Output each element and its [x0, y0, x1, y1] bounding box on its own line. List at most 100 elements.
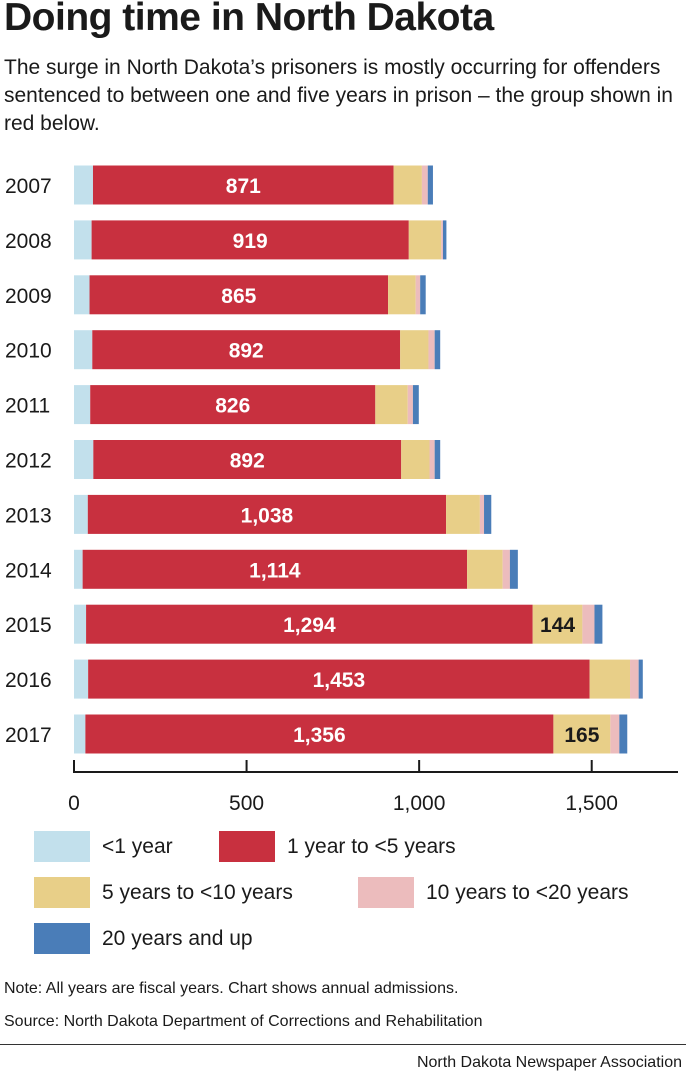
bar-segment	[582, 604, 595, 644]
bar-segment	[74, 714, 86, 754]
year-label: 2013	[5, 504, 52, 527]
bar-segment	[630, 659, 639, 699]
bar-segment	[74, 440, 94, 479]
bar-segment	[74, 549, 83, 589]
bar-segment	[434, 330, 441, 370]
legend-item-5-to-10-years: 5 years to <10 years	[34, 877, 293, 908]
x-tick-label: 1,500	[565, 792, 618, 815]
x-tick-label: 1,000	[393, 792, 446, 815]
year-label: 2008	[5, 230, 52, 253]
legend-item-10-to-20-years: 10 years to <20 years	[358, 877, 629, 908]
data-label: 919	[233, 230, 268, 253]
data-label: 871	[226, 175, 261, 198]
year-label: 2015	[5, 614, 52, 637]
bar-segment	[553, 714, 611, 754]
bar-segment	[532, 604, 583, 644]
bar-segment	[401, 440, 430, 479]
legend-label: 20 years and up	[102, 926, 253, 950]
bar-segment	[400, 330, 429, 370]
bar-segment	[509, 549, 518, 589]
legend-label: 1 year to <5 years	[287, 834, 456, 858]
year-label: 2007	[5, 175, 52, 198]
data-label: 144	[540, 614, 575, 637]
year-label: 2010	[5, 340, 52, 363]
bar-segment	[90, 385, 376, 425]
chart-source: Source: North Dakota Department of Corre…	[4, 1013, 483, 1030]
bar-segment	[429, 440, 435, 479]
year-label: 2009	[5, 285, 52, 308]
bar-segment	[408, 220, 442, 260]
data-label: 826	[215, 395, 250, 418]
bar-segment	[388, 275, 416, 315]
bar-segment	[619, 714, 628, 754]
bar-segment	[74, 385, 91, 425]
bar-segment	[427, 165, 433, 205]
bar-segment	[92, 330, 401, 370]
x-tick-label: 500	[229, 792, 264, 815]
bar-segment	[467, 549, 503, 589]
bar-segment	[82, 549, 468, 589]
data-label: 1,038	[241, 504, 294, 527]
bar-segment	[479, 494, 485, 534]
bar-segment	[87, 494, 447, 534]
x-tick-label: 0	[68, 792, 80, 815]
legend-label: 10 years to <20 years	[426, 880, 629, 904]
legend-swatch	[34, 923, 90, 954]
legend-item-20-years-and-up: 20 years and up	[34, 923, 253, 954]
year-label: 2016	[5, 669, 52, 692]
year-label: 2012	[5, 450, 52, 473]
data-label: 1,356	[293, 724, 346, 747]
bar-segment	[434, 440, 441, 479]
bar-segment	[74, 275, 90, 315]
bar-segment	[484, 494, 492, 534]
bar-segment	[74, 330, 93, 370]
bar-segment	[420, 275, 426, 315]
data-label: 1,294	[283, 614, 336, 637]
bar-segment	[74, 659, 89, 699]
year-label: 2011	[5, 395, 50, 418]
bar-segment	[421, 165, 428, 205]
bar-segment	[85, 714, 554, 754]
bar-segment	[74, 494, 88, 534]
data-label: 892	[230, 450, 265, 473]
legend-swatch	[219, 831, 275, 862]
chart-credit: North Dakota Newspaper Association	[416, 1054, 682, 1071]
bar-segment	[442, 220, 447, 260]
bar-segment	[407, 385, 413, 425]
bar-segment	[638, 659, 643, 699]
bar-segment	[375, 385, 408, 425]
data-label: 165	[564, 724, 599, 747]
bar-segment	[91, 220, 409, 260]
year-label: 2014	[5, 559, 52, 582]
bar-segment	[74, 220, 92, 260]
chart-title: Doing time in North Dakota	[4, 0, 494, 39]
legend-swatch	[358, 877, 414, 908]
bar-segment	[86, 604, 533, 644]
divider	[0, 1044, 686, 1045]
bar-segment	[594, 604, 603, 644]
legend-label: 5 years to <10 years	[102, 880, 293, 904]
bar-segment	[502, 549, 510, 589]
bar-segment	[89, 275, 389, 315]
legend-label: <1 year	[102, 834, 173, 858]
data-label: 865	[221, 285, 256, 308]
bar-segment	[610, 714, 620, 754]
year-label: 2017	[5, 724, 52, 747]
stacked-bar-chart: 2007 871 2008 919 2009 865 2010 892 2011 826 2012 8…	[5, 165, 678, 815]
data-label: 892	[229, 340, 264, 363]
legend: <1 year 1 year to <5 years 5 years to <1…	[0, 826, 686, 966]
bar-segment	[74, 604, 87, 644]
data-label: 1,114	[249, 559, 301, 582]
chart-subtitle: The surge in North Dakota’s prisoners is…	[4, 56, 673, 135]
bar-segment	[93, 440, 402, 479]
bar-segment	[428, 330, 435, 370]
bar-segment	[88, 659, 590, 699]
bar-segment	[74, 165, 93, 205]
bar-segment	[393, 165, 422, 205]
legend-swatch	[34, 877, 90, 908]
bar-segment	[415, 275, 421, 315]
bar-segment	[412, 385, 419, 425]
bar-segment	[92, 165, 394, 205]
bar-segment	[446, 494, 480, 534]
bar-segment	[589, 659, 631, 699]
